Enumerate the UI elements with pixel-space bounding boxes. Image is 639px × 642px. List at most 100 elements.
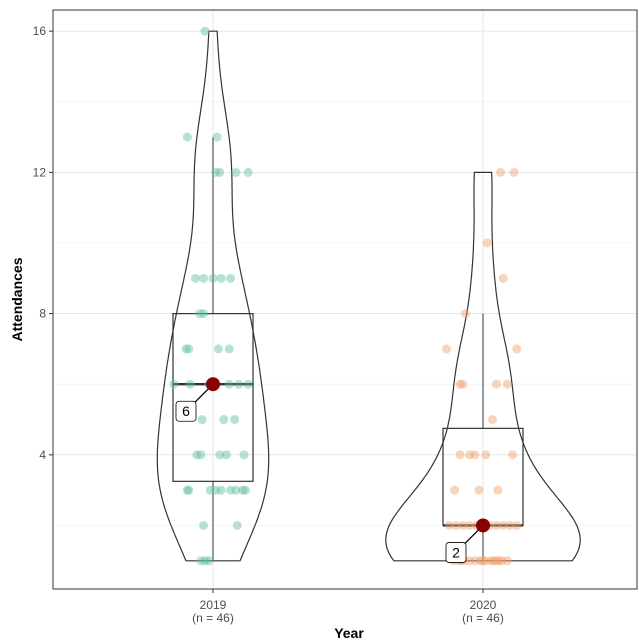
data-point [494, 556, 504, 566]
y-tick-label: 4 [39, 448, 46, 462]
plot-panel-border [52, 9, 638, 590]
violin-outline [156, 30, 270, 562]
data-point [226, 273, 236, 283]
data-point [181, 344, 191, 354]
data-point [474, 485, 484, 495]
data-point [230, 415, 240, 425]
data-points [169, 26, 522, 566]
data-point [492, 379, 501, 389]
data-point [211, 167, 221, 177]
data-point [240, 485, 250, 495]
plot-panel-background [53, 10, 637, 589]
data-point [204, 556, 214, 566]
data-point [169, 379, 179, 389]
data-point [455, 450, 465, 460]
data-point [238, 485, 248, 495]
data-point [190, 273, 200, 283]
data-point [243, 167, 253, 177]
data-point [215, 167, 225, 177]
data-point [199, 520, 209, 530]
data-point [465, 450, 474, 460]
data-point [195, 309, 204, 319]
data-point [231, 485, 241, 495]
data-point [498, 273, 508, 283]
data-point [455, 379, 465, 389]
data-point [496, 167, 506, 177]
data-point [232, 520, 242, 530]
data-point [224, 379, 234, 389]
data-point [493, 485, 503, 495]
data-point [486, 556, 496, 566]
data-point [196, 450, 206, 460]
data-point [199, 273, 209, 283]
data-point [487, 415, 497, 425]
x-tick-label: 2019 [200, 598, 227, 612]
mean-label-box [445, 542, 467, 563]
data-point [200, 26, 210, 36]
data-point [199, 309, 209, 319]
data-point [458, 379, 468, 389]
mean-marker [206, 377, 220, 392]
data-point [182, 485, 192, 495]
data-point [216, 273, 226, 283]
mean-label: 2 [452, 544, 460, 560]
data-point [470, 556, 480, 566]
data-point [211, 485, 221, 495]
data-point [205, 485, 215, 495]
data-point [482, 238, 492, 248]
data-point [460, 309, 470, 319]
data-point [442, 344, 452, 354]
data-point [465, 520, 474, 530]
box-body [172, 313, 254, 482]
data-point [184, 344, 194, 354]
data-point [224, 344, 234, 354]
data-point [497, 556, 507, 566]
data-point [200, 556, 210, 566]
y-tick-label: 8 [39, 307, 46, 321]
mean-marker [476, 518, 490, 533]
data-point [444, 520, 454, 530]
data-point [481, 556, 491, 566]
data-point [492, 556, 501, 566]
x-tick-label: 2020 [470, 598, 497, 612]
data-point [492, 520, 501, 530]
data-point [481, 450, 491, 460]
data-point [450, 485, 460, 495]
mean-label: 6 [182, 403, 190, 419]
data-point [196, 556, 206, 566]
data-point [475, 556, 485, 566]
data-point [219, 415, 229, 425]
data-point [213, 344, 223, 354]
data-point [498, 520, 508, 530]
data-point [243, 379, 253, 389]
data-point [231, 167, 241, 177]
data-point [512, 520, 522, 530]
data-point [465, 556, 474, 566]
y-axis: 4 8 12 16 [33, 24, 53, 462]
data-point [505, 520, 515, 530]
x-tick-sample-size: (n = 46) [192, 611, 234, 625]
data-point [192, 450, 202, 460]
data-point [222, 450, 231, 460]
data-point [185, 379, 195, 389]
data-point [451, 520, 461, 530]
violins [156, 30, 581, 562]
y-axis-title: Attendances [9, 257, 25, 341]
data-point [502, 379, 512, 389]
data-point [502, 556, 512, 566]
mean-markers: 62 [175, 377, 490, 563]
data-point [184, 485, 194, 495]
x-axis: 2019(n = 46)2020(n = 46) [192, 589, 504, 625]
y-tick-label: 12 [33, 165, 47, 179]
data-point [234, 379, 244, 389]
data-point [212, 132, 222, 142]
x-tick-sample-size: (n = 46) [462, 611, 504, 625]
data-point [489, 556, 499, 566]
data-point [216, 485, 226, 495]
data-point [208, 273, 218, 283]
data-point [182, 132, 192, 142]
data-point [226, 485, 236, 495]
data-point [512, 344, 522, 354]
data-point [458, 520, 468, 530]
